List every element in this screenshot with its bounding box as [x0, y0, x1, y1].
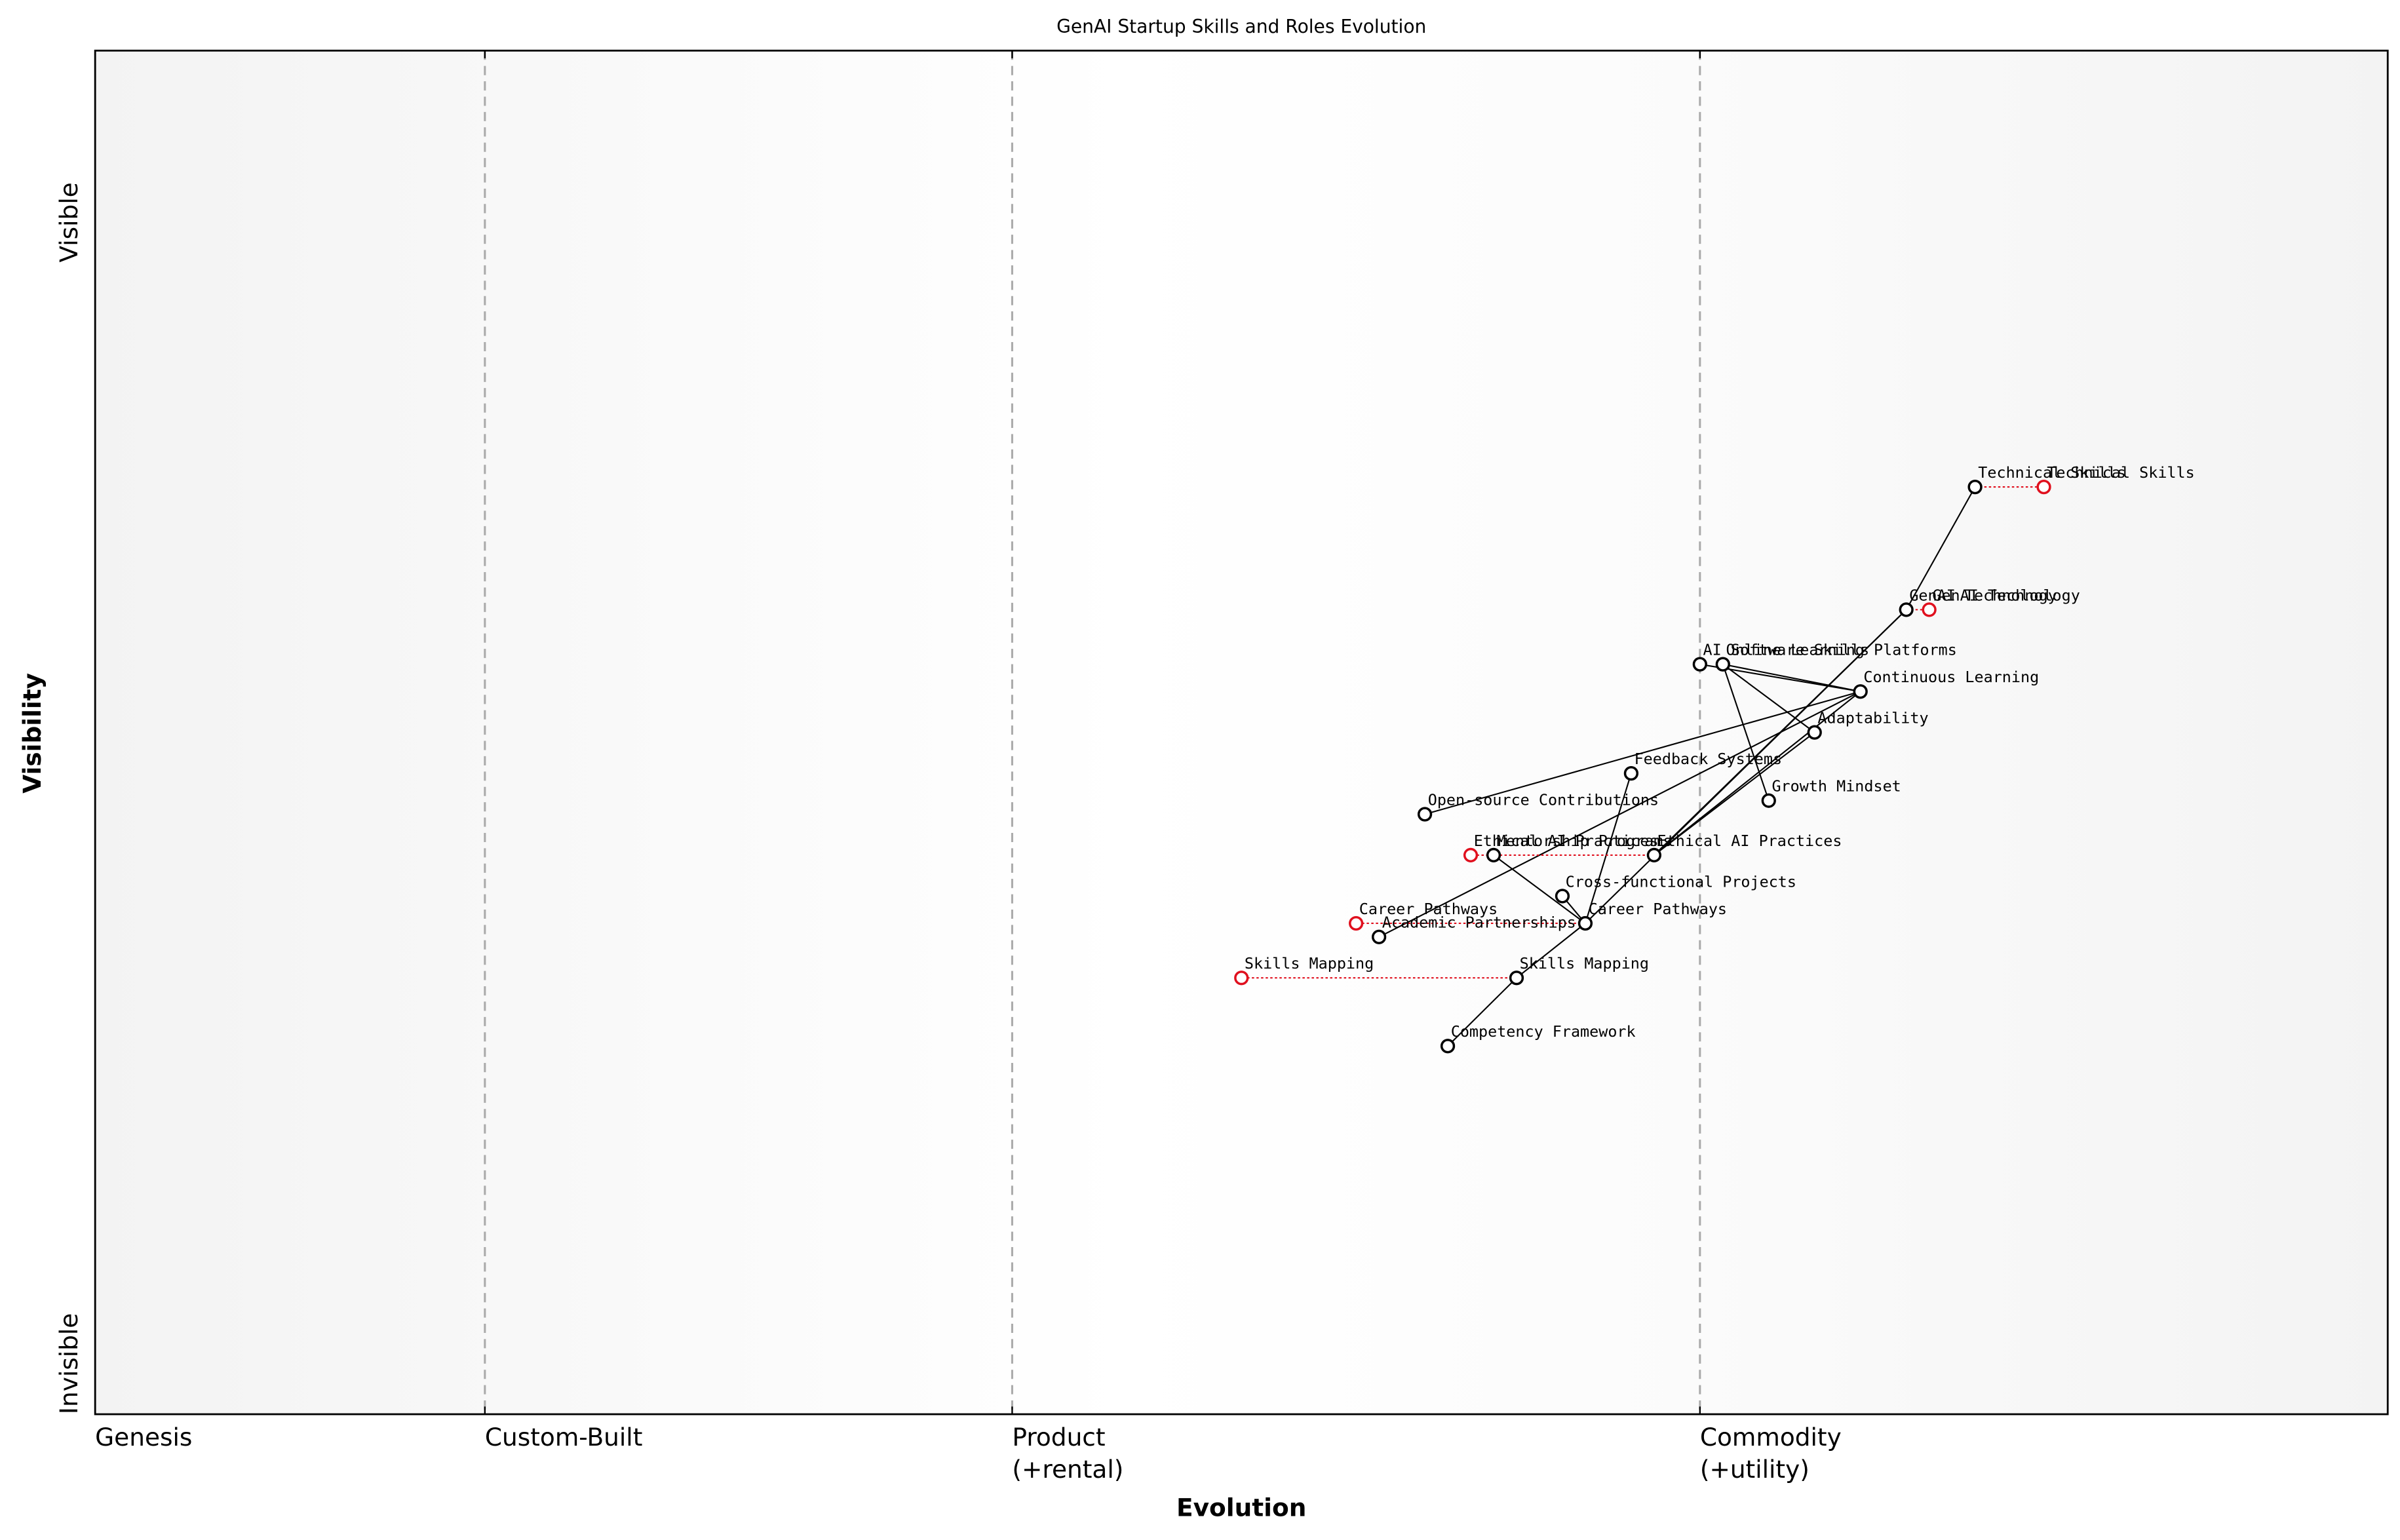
- dependency-link: [1905, 486, 1976, 610]
- node-label: Feedback Systems: [1635, 750, 1783, 768]
- y-top-label: Visible: [54, 182, 83, 262]
- evolve-label: Technical Skills: [2047, 463, 2195, 482]
- node-label: Competency Framework: [1451, 1022, 1636, 1041]
- node-label: Career Pathways: [1589, 900, 1727, 918]
- plot-background: [95, 50, 2388, 1415]
- plot: Genesis Custom-Built Product (+rental) Commo…: [94, 50, 2195, 1484]
- node: [1555, 889, 1570, 904]
- dependency-link: [1516, 923, 1586, 979]
- node-label: Academic Partnerships: [1382, 914, 1576, 932]
- node: [1761, 793, 1776, 808]
- node-label: Adaptability: [1817, 709, 1928, 727]
- x-tick-label: Genesis: [95, 1423, 192, 1452]
- node: [1509, 971, 1524, 986]
- node: [1853, 684, 1868, 699]
- plot-frame: [94, 49, 2389, 1415]
- x-tick-label: Custom-Built: [485, 1423, 643, 1452]
- evolve-node: [2036, 479, 2051, 495]
- evolve-label: Ethical AI Practices: [1474, 832, 1659, 850]
- x-tick-label: Commodity: [1700, 1423, 1842, 1452]
- dependency-link: [1654, 691, 1861, 856]
- evolve-label: Career Pathways: [1359, 900, 1498, 918]
- node-label: Growth Mindset: [1771, 777, 1901, 796]
- node: [1486, 847, 1501, 863]
- dependency-link: [1722, 664, 1770, 801]
- dependency-link: [1378, 691, 1861, 938]
- evolve-node: [1463, 847, 1479, 863]
- dependency-link: [1584, 773, 1632, 924]
- node-label: Online Learning Platforms: [1726, 641, 1957, 659]
- node: [1692, 657, 1707, 672]
- evolve-label: GenAI Technology: [1932, 586, 2080, 604]
- node-label: Open-source Contributions: [1428, 790, 1659, 809]
- y-axis-label: Visibility: [18, 673, 47, 794]
- node-label: Continuous Learning: [1863, 668, 2039, 686]
- chart-title: GenAI Startup Skills and Roles Evolution: [1056, 16, 1426, 37]
- node: [1371, 929, 1387, 944]
- dependency-link: [1585, 609, 1907, 924]
- node: [1715, 657, 1730, 672]
- y-bottom-label: Invisible: [54, 1313, 83, 1414]
- node-label: Cross-functional Projects: [1566, 872, 1796, 891]
- dependency-link: [1493, 855, 1586, 924]
- node-label: Skills Mapping: [1520, 954, 1649, 972]
- node-label: Mentorship Programs: [1497, 832, 1673, 850]
- evolve-node: [1349, 915, 1364, 931]
- evolve-node: [1922, 602, 1937, 617]
- node-label: Technical Skills: [1978, 463, 2126, 482]
- x-axis-label: Evolution: [1176, 1493, 1306, 1522]
- node: [1440, 1039, 1456, 1054]
- dependency-link: [1447, 977, 1517, 1047]
- dependency-link: [1654, 731, 1815, 856]
- dependency-link: [1424, 691, 1861, 815]
- x-tick-sublabel: (+utility): [1700, 1455, 1810, 1484]
- x-tick-label: Product: [1012, 1423, 1105, 1452]
- node: [1646, 847, 1661, 863]
- evolve-label: Skills Mapping: [1245, 954, 1374, 972]
- dependency-link: [1722, 663, 1815, 733]
- node-label: GenAI Technology: [1909, 586, 2057, 604]
- node-label: AI Software Skills: [1703, 641, 1870, 659]
- dependency-link: [1722, 663, 1861, 693]
- node: [1807, 725, 1822, 740]
- evolve-node: [1234, 971, 1249, 986]
- node: [1967, 479, 1983, 495]
- node: [1899, 602, 1914, 617]
- node: [1577, 915, 1593, 931]
- x-tick-sublabel: (+rental): [1012, 1455, 1123, 1484]
- node-label: Ethical AI Practices: [1657, 832, 1842, 850]
- node: [1623, 765, 1639, 781]
- node: [1417, 807, 1433, 822]
